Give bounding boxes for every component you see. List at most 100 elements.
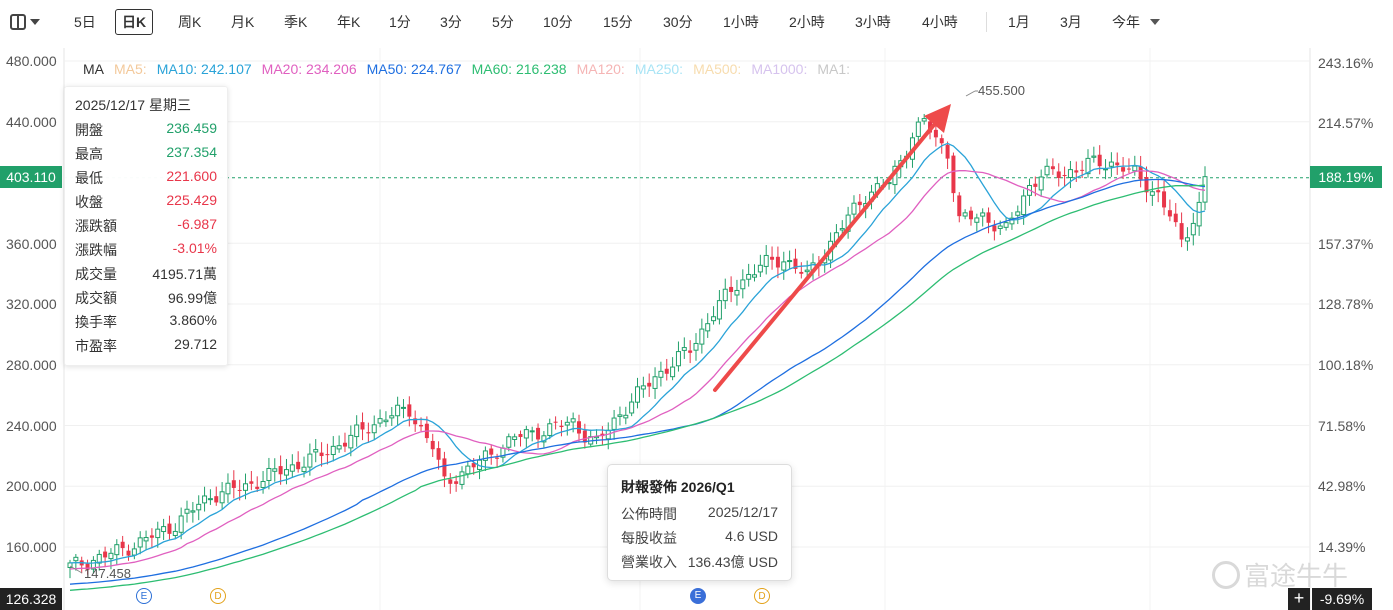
- candle-body: [178, 515, 184, 533]
- candle-body: [114, 544, 120, 556]
- candle-body: [400, 406, 406, 409]
- candle-body: [857, 201, 862, 206]
- trend-arrow: [713, 118, 940, 392]
- candle-body: [629, 401, 635, 414]
- candle-body: [1126, 168, 1131, 170]
- candle-body: [454, 481, 459, 484]
- candle-body: [436, 448, 441, 460]
- candle-body: [793, 258, 798, 269]
- ohlc-info-panel: 2025/12/17 星期三 開盤 236.459 最高 237.354 最低 221.6…: [64, 86, 228, 366]
- candle-body: [319, 452, 324, 457]
- info-row-value: 96.99億: [167, 290, 217, 306]
- toolbar-divider: [986, 12, 987, 32]
- candle-body: [851, 202, 857, 215]
- info-row-value: 225.429: [166, 192, 217, 208]
- period-quarterly-k[interactable]: 季K: [284, 14, 308, 30]
- watermark-text: 富途牛牛: [1244, 561, 1349, 591]
- layout-toggle-button[interactable]: [10, 12, 50, 32]
- candle-body: [523, 429, 529, 439]
- candle-body: [231, 480, 236, 488]
- range-1m[interactable]: 1月: [1008, 14, 1030, 30]
- candle-body: [249, 481, 254, 484]
- candle-body: [974, 217, 980, 223]
- info-row: 換手率 3.860%: [75, 312, 217, 332]
- info-row-label: 收盤: [75, 194, 103, 210]
- period-daily-k[interactable]: 日K: [115, 9, 154, 35]
- dividend-marker-icon[interactable]: D: [210, 588, 226, 604]
- candle-body: [506, 436, 512, 448]
- candle-body: [330, 445, 336, 456]
- period-1min[interactable]: 1分: [389, 14, 411, 30]
- candle-body: [348, 434, 354, 449]
- candle-body: [1108, 161, 1114, 167]
- earnings-row-label: 公佈時間: [621, 506, 677, 522]
- period-monthly-k[interactable]: 月K: [231, 14, 255, 30]
- range-3m[interactable]: 3月: [1060, 14, 1082, 30]
- candle-body: [1091, 155, 1097, 158]
- y-axis-right-label: 214.57%: [1318, 115, 1374, 131]
- candle-body: [196, 503, 202, 511]
- info-row: 開盤 236.459: [75, 120, 217, 140]
- candle-body: [968, 210, 973, 220]
- candle-body: [325, 454, 330, 456]
- earnings-marker-icon[interactable]: E: [136, 588, 152, 604]
- ma-legend: MA MA5: MA10: 242.107 MA20: 234.206 MA50…: [83, 61, 850, 77]
- candle-body: [781, 261, 787, 271]
- y-axis-left-label: 480.000: [6, 53, 57, 69]
- candle-body: [997, 225, 1003, 229]
- candle-body: [155, 528, 161, 539]
- period-30min[interactable]: 30分: [663, 14, 693, 30]
- candle-body: [799, 271, 804, 274]
- period-15min[interactable]: 15分: [603, 14, 633, 30]
- y-axis-left-label: 240.000: [6, 418, 57, 434]
- candle-body: [570, 418, 576, 423]
- range-ytd-label: 今年: [1112, 14, 1140, 30]
- period-5min[interactable]: 5分: [492, 14, 514, 30]
- earnings-row: 公佈時間 2025/12/17: [621, 504, 778, 524]
- candle-body: [207, 498, 213, 501]
- ma10-value: MA10: 242.107: [156, 61, 252, 77]
- info-row-label: 最低: [75, 170, 103, 186]
- earnings-marker-icon[interactable]: E: [690, 588, 706, 604]
- candle-body: [103, 551, 108, 558]
- candle-body: [137, 537, 143, 548]
- y-axis-right-label: 157.37%: [1318, 236, 1374, 252]
- period-2h[interactable]: 2小時: [789, 14, 825, 30]
- candle-body: [582, 430, 587, 443]
- candle-body: [699, 328, 705, 345]
- period-5d[interactable]: 5日: [74, 14, 96, 30]
- candle-body: [1173, 213, 1178, 223]
- info-row-value: 29.712: [174, 336, 217, 352]
- period-3min[interactable]: 3分: [440, 14, 462, 30]
- info-row: 最高 237.354: [75, 144, 217, 164]
- info-row: 最低 221.600: [75, 168, 217, 188]
- candle-body: [980, 212, 986, 217]
- dividend-marker-icon[interactable]: D: [754, 588, 770, 604]
- earnings-row-value: 136.43億 USD: [687, 554, 778, 570]
- toolbar: 5日 日K 周K 月K 季K 年K 1分 3分 5分 10分 15分 30分 1…: [0, 0, 1393, 44]
- period-yearly-k[interactable]: 年K: [337, 14, 361, 30]
- period-3h[interactable]: 3小時: [855, 14, 891, 30]
- info-row-label: 成交量: [75, 266, 117, 282]
- candle-body: [342, 442, 347, 447]
- period-4h[interactable]: 4小時: [922, 14, 958, 30]
- add-button[interactable]: +: [1288, 588, 1310, 610]
- candle-body: [729, 286, 734, 292]
- range-ytd-dropdown[interactable]: 今年: [1112, 10, 1160, 34]
- candle-body: [957, 195, 962, 217]
- period-1h[interactable]: 1小時: [723, 14, 759, 30]
- ma20-line: [69, 169, 1206, 570]
- candle-body: [553, 421, 558, 423]
- info-row-label: 市盈率: [75, 338, 117, 354]
- earnings-row-value: 4.6 USD: [725, 528, 778, 544]
- chevron-down-icon: [30, 19, 40, 25]
- period-10min[interactable]: 10分: [543, 14, 573, 30]
- candle-body: [289, 464, 295, 472]
- period-weekly-k[interactable]: 周K: [178, 14, 202, 30]
- candle-body: [1115, 162, 1120, 166]
- candle-body: [255, 486, 260, 489]
- candle-body: [161, 526, 167, 533]
- candle-body: [120, 541, 125, 549]
- peak-leader: [965, 90, 976, 97]
